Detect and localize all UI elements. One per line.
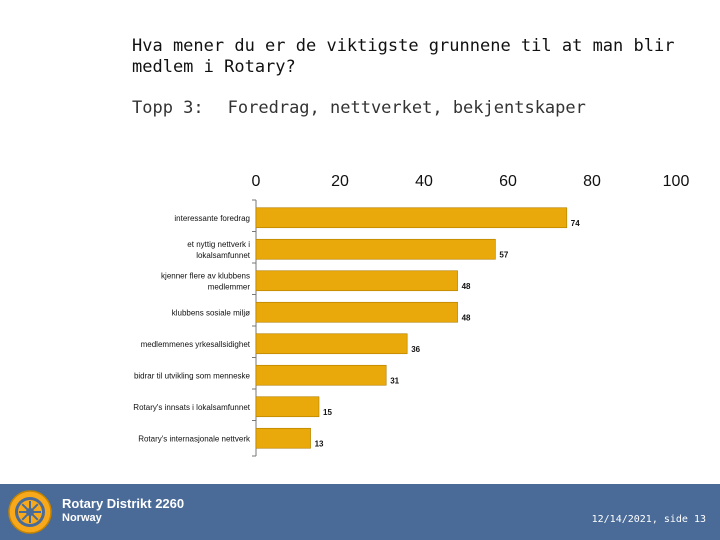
- bar-value-label: 48: [462, 313, 471, 322]
- bar-chart: 0 20 40 60 80 100 74 interessante foredrag 57 et …: [133, 173, 690, 457]
- category-label: bidrar til utvikling som menneske: [134, 371, 251, 380]
- slide-title: Hva mener du er de viktigste grunnene ti…: [132, 36, 675, 77]
- slide-subtitle: Topp 3: Foredrag, nettverket, bekjentskap…: [132, 98, 586, 118]
- x-tick-label: 40: [415, 173, 433, 190]
- bar: [255, 427, 311, 449]
- bar-value-label: 74: [571, 219, 580, 228]
- x-tick-label: 0: [252, 173, 261, 190]
- bar-value-label: 48: [462, 282, 471, 291]
- page-info: 12/14/2021, side 13: [591, 514, 706, 525]
- bar-value-label: 36: [411, 345, 420, 354]
- x-tick-label: 20: [331, 173, 349, 190]
- x-tick-label: 60: [499, 173, 517, 190]
- bar: [255, 238, 496, 260]
- category-label: Rotary's innsats i lokalsamfunnet: [133, 403, 250, 412]
- footer-bar: Rotary Distrikt 2260 Norway 12/14/2021, …: [0, 484, 720, 540]
- category-label: interessante foredrag: [174, 214, 250, 223]
- category-label: et nyttig nettverk i lokalsamfunnet: [187, 240, 250, 260]
- subtitle-label: Topp 3:: [132, 98, 204, 118]
- subtitle-text: Foredrag, nettverket, bekjentskaper: [227, 98, 586, 118]
- bar-value-label: 15: [323, 408, 332, 417]
- bar: [255, 364, 387, 386]
- bar: [255, 396, 320, 418]
- category-label: kjenner flere av klubbens medlemmer: [161, 271, 250, 291]
- bar-value-label: 13: [315, 439, 324, 448]
- bar: [255, 207, 568, 229]
- rotary-wheel-icon: [8, 490, 52, 534]
- x-tick-label: 80: [583, 173, 601, 190]
- bar: [255, 301, 458, 323]
- org-country: Norway: [62, 512, 102, 524]
- bar: [255, 333, 408, 355]
- category-label: medlemmenes yrkesallsidighet: [141, 340, 251, 349]
- bar: [255, 270, 458, 292]
- bar-value-label: 57: [499, 250, 508, 259]
- org-name: Rotary Distrikt 2260: [62, 496, 185, 511]
- category-label: klubbens sosiale miljø: [172, 308, 250, 317]
- x-tick-label: 100: [663, 173, 690, 190]
- bar-value-label: 31: [390, 376, 399, 385]
- footer-brand: Rotary Distrikt 2260 Norway: [62, 497, 184, 525]
- category-label: Rotary's internasjonale nettverk: [138, 434, 251, 443]
